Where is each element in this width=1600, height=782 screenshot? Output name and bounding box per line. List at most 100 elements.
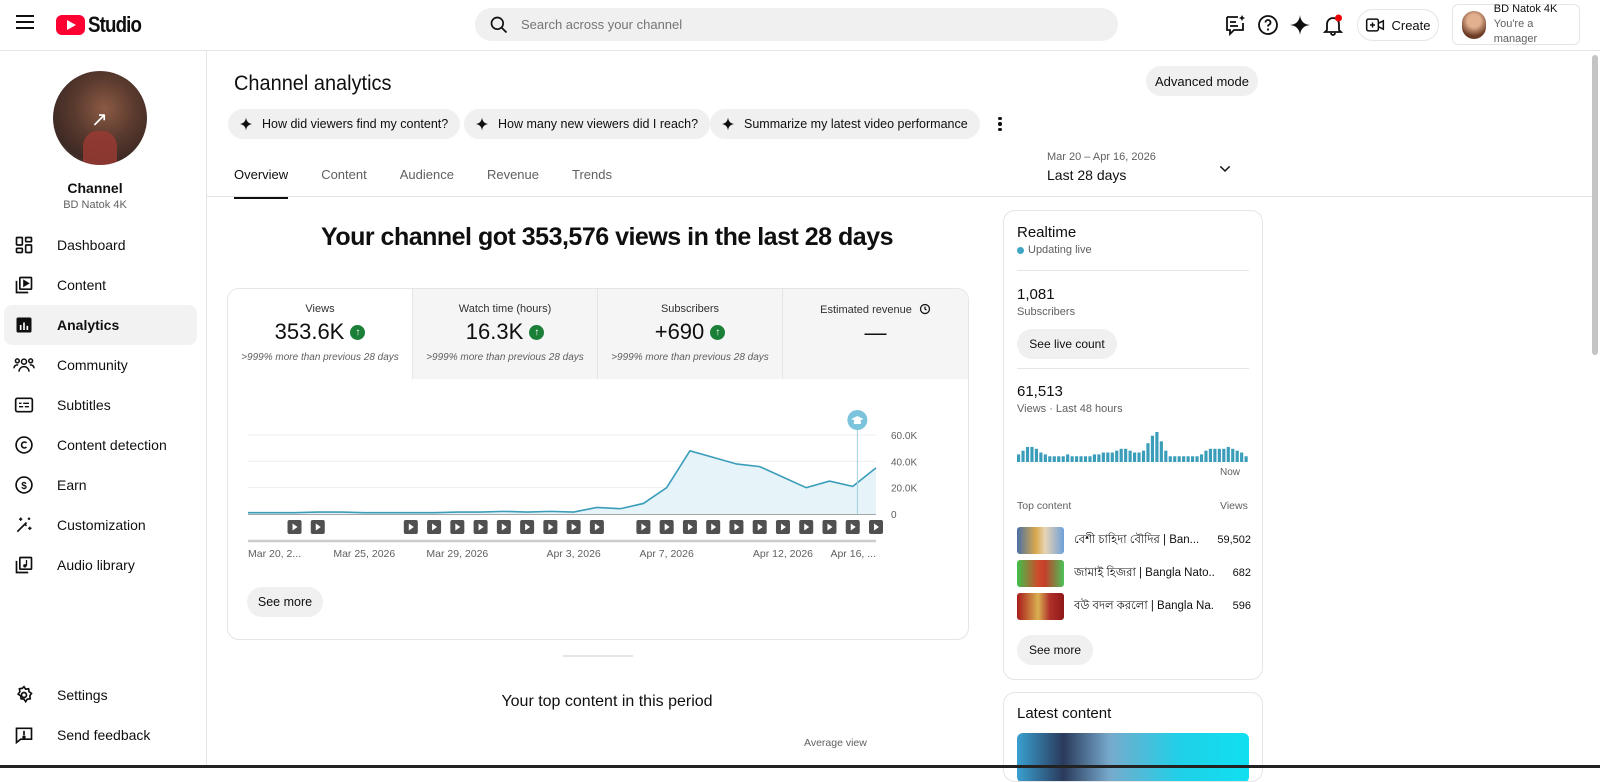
account-switcher[interactable]: BD Natok 4K You're a manager <box>1452 3 1580 45</box>
sidebar-item-earn[interactable]: $ Earn <box>4 465 197 505</box>
advanced-mode-button[interactable]: Advanced mode <box>1146 66 1258 96</box>
account-role: You're a manager <box>1493 18 1538 45</box>
notifications-bell-icon[interactable] <box>1321 13 1345 37</box>
latest-video-thumbnail[interactable] <box>1017 733 1249 781</box>
views-line-chart[interactable]: 0 20.0K 40.0K 60.0K Mar 20, 2... Mar 25, 2026… <box>228 379 969 579</box>
sidebar-item-content-detection[interactable]: Content detection <box>4 425 197 465</box>
chevron-down-icon <box>1219 165 1231 173</box>
metric-title: Watch time (hours) <box>458 303 552 315</box>
tab-audience[interactable]: Audience <box>399 167 454 182</box>
sidebar: ↗ Channel BD Natok 4K Dashboard Content … <box>0 51 207 768</box>
ai-chip-viewers-find[interactable]: How did viewers find my content? <box>228 109 461 139</box>
see-more-button[interactable]: See more <box>247 587 323 617</box>
section-divider <box>563 655 633 657</box>
main-content: Channel analytics Advanced mode How did … <box>207 51 1592 782</box>
gemini-sparkle-icon[interactable] <box>1288 13 1312 37</box>
external-link-arrow-icon: ↗ <box>91 109 108 131</box>
realtime-subscribers-value: 1,081 <box>1017 286 1055 303</box>
tab-overview[interactable]: Overview <box>234 167 289 199</box>
create-button[interactable]: Create <box>1357 9 1439 41</box>
create-video-icon <box>1366 18 1385 32</box>
dollar-icon: $ <box>15 476 33 494</box>
sidebar-item-label: Audio library <box>57 557 135 573</box>
search-input[interactable] <box>521 17 1081 32</box>
sidebar-item-settings[interactable]: Settings <box>4 675 197 715</box>
page-scrollbar[interactable] <box>1592 55 1598 355</box>
views-column-label: Views <box>1220 500 1248 512</box>
see-more-button[interactable]: See more <box>1017 635 1093 665</box>
hamburger-menu-icon[interactable] <box>16 15 34 29</box>
sidebar-item-community[interactable]: Community <box>4 345 197 385</box>
sidebar-item-subtitles[interactable]: Subtitles <box>4 385 197 425</box>
video-title: জামাই হিজরা | Bangla Nato... <box>1074 566 1214 579</box>
arrow-up-icon: ↑ <box>350 324 366 340</box>
window-bottom-edge <box>0 765 1600 768</box>
svg-text:40.0K: 40.0K <box>891 457 917 468</box>
content-icon <box>15 276 33 294</box>
video-title: বেশী চাহিদা বৌদির | Ban... <box>1074 533 1200 546</box>
svg-text:$: $ <box>21 481 27 492</box>
channel-label: Channel <box>67 180 123 196</box>
ai-chip-new-viewers[interactable]: How many new viewers did I reach? <box>464 109 711 139</box>
svg-text:Mar 29, 2026: Mar 29, 2026 <box>426 548 488 560</box>
video-thumbnail <box>1017 592 1064 620</box>
metric-title: Views <box>305 303 335 315</box>
date-range: Mar 20 – Apr 16, 2026 <box>1047 151 1156 163</box>
feedback-sparkle-icon[interactable] <box>1223 13 1247 37</box>
help-icon[interactable] <box>1256 13 1280 37</box>
video-views: 59,502 <box>1217 534 1251 546</box>
more-options-icon[interactable] <box>990 113 1010 135</box>
tab-content[interactable]: Content <box>321 167 367 182</box>
realtime-card: Realtime Updating live 1,081 Subscribers… <box>1003 210 1263 680</box>
page-title: Channel analytics <box>234 72 392 95</box>
live-dot-icon <box>1017 246 1024 254</box>
metric-value: 353.6K <box>274 319 345 344</box>
sidebar-item-label: Customization <box>57 517 146 533</box>
account-name: BD Natok 4K <box>1493 3 1558 15</box>
date-range-picker[interactable]: Mar 20 – Apr 16, 2026 Last 28 days <box>1047 151 1247 183</box>
sidebar-item-analytics[interactable]: Analytics <box>4 305 197 345</box>
metric-views[interactable]: Views 353.6K ↑ >999% more than previous 2… <box>228 289 413 379</box>
metric-watch-time[interactable]: Watch time (hours) 16.3K ↑ >999% more tha… <box>413 289 598 379</box>
metric-subscribers[interactable]: Subscribers +690 ↑ >999% more than previo… <box>598 289 783 379</box>
analytics-icon <box>16 317 32 333</box>
realtime-views-label: Views · Last 48 hours <box>1017 403 1123 415</box>
svg-text:Apr 16, ...: Apr 16, ... <box>830 548 876 560</box>
video-views: 682 <box>1232 567 1251 579</box>
arrow-up-icon: ↑ <box>710 324 726 340</box>
metric-value: 16.3K <box>465 319 524 344</box>
metric-title: Subscribers <box>660 303 720 315</box>
channel-avatar[interactable]: ↗ <box>53 71 147 165</box>
tab-divider <box>207 196 1592 197</box>
tab-trends[interactable]: Trends <box>572 167 612 182</box>
date-period: Last 28 days <box>1047 167 1127 183</box>
video-thumbnail <box>1017 559 1064 587</box>
video-thumbnail <box>1017 526 1064 554</box>
see-live-count-button[interactable]: See live count <box>1017 329 1117 359</box>
svg-text:Mar 20, 2...: Mar 20, 2... <box>248 548 301 560</box>
latest-content-card: Latest content <box>1003 692 1263 782</box>
svg-text:Apr 7, 2026: Apr 7, 2026 <box>640 548 694 560</box>
logo-text: Studio <box>88 12 142 37</box>
magic-wand-icon <box>16 517 32 533</box>
metric-estimated-revenue[interactable]: Estimated revenue — <box>783 289 968 379</box>
search-bar[interactable] <box>475 8 1118 41</box>
sidebar-item-label: Content <box>57 277 107 293</box>
live-status: Updating live <box>1017 244 1092 256</box>
latest-content-title: Latest content <box>1017 705 1112 722</box>
youtube-studio-logo[interactable]: Studio <box>56 12 150 38</box>
realtime-views-bar-chart[interactable] <box>1017 426 1249 462</box>
sidebar-item-dashboard[interactable]: Dashboard <box>4 225 197 265</box>
svg-text:Apr 12, 2026: Apr 12, 2026 <box>753 548 813 560</box>
tab-revenue[interactable]: Revenue <box>486 167 539 182</box>
sidebar-item-content[interactable]: Content <box>4 265 197 305</box>
sidebar-item-send-feedback[interactable]: Send feedback <box>4 715 197 755</box>
ai-chip-summarize[interactable]: Summarize my latest video performance <box>710 109 980 139</box>
account-avatar <box>1462 10 1486 39</box>
sidebar-item-customization[interactable]: Customization <box>4 505 197 545</box>
top-content-row[interactable]: বেশী চাহিদা বৌদির | Ban... 59,502 <box>1017 526 1251 554</box>
top-content-row[interactable]: জামাই হিজরা | Bangla Nato... 682 <box>1017 559 1251 587</box>
sidebar-item-audio-library[interactable]: Audio library <box>4 545 197 585</box>
divider <box>1017 368 1249 369</box>
top-content-row[interactable]: বউ বদল করলো | Bangla Na... 596 <box>1017 592 1251 620</box>
